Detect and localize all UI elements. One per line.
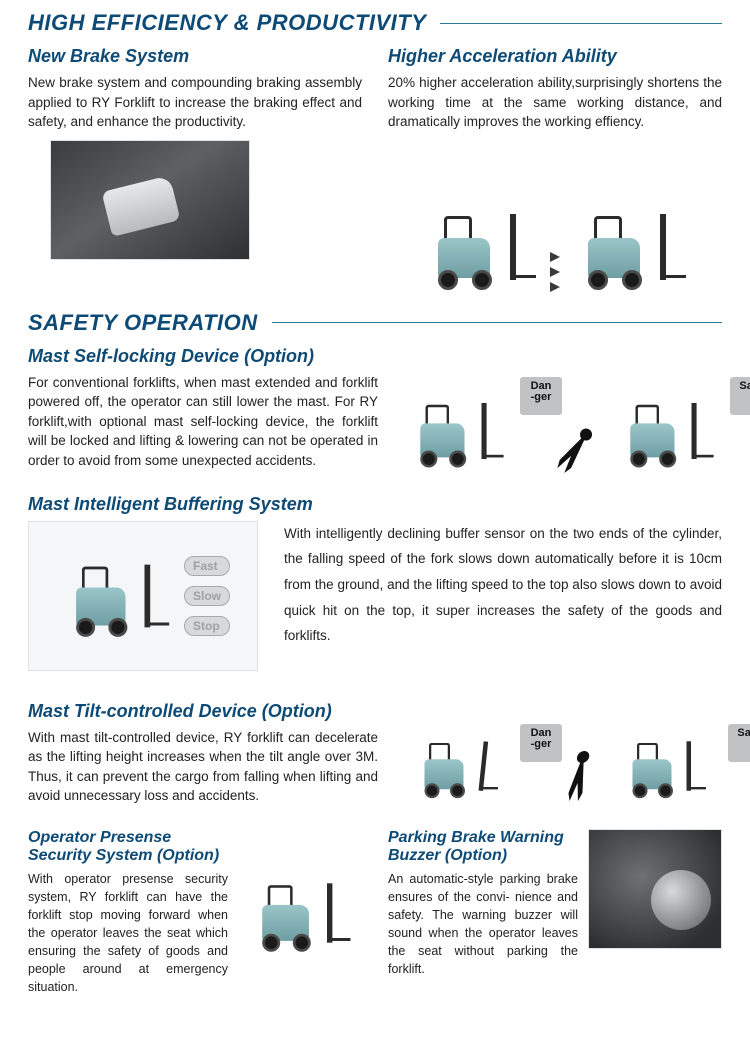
forklift-icon [420, 202, 540, 292]
buzzer-heading: Parking Brake Warning Buzzer (Option) [388, 829, 578, 865]
presence-block: Operator Presense Security System (Optio… [28, 829, 362, 997]
forklift-icon [619, 732, 709, 800]
tilt-text: With mast tilt-controlled device, RY for… [28, 728, 378, 806]
forklift-icon [246, 872, 354, 953]
tilt-block: Mast Tilt-controlled Device (Option) Wit… [28, 701, 722, 811]
person-falling-icon [545, 422, 599, 485]
danger-sign: Dan -ger [520, 724, 562, 762]
selflock-image: Dan -ger Safe [396, 346, 750, 476]
safe-sign: Safe [728, 724, 750, 762]
section2-rule [272, 322, 722, 323]
section1-rule [440, 23, 722, 24]
selflock-block: Mast Self-locking Device (Option) For co… [28, 346, 722, 476]
person-running-icon [560, 751, 597, 811]
danger-sign: Dan -ger [520, 377, 562, 415]
accel-image [388, 162, 722, 292]
presence-image [238, 829, 362, 997]
arrow-icon [550, 252, 560, 292]
section1-title: HIGH EFFICIENCY & PRODUCTIVITY [28, 10, 440, 36]
buffer-block: Mast Intelligent Buffering System Fast S… [28, 494, 722, 671]
buzzer-block: Parking Brake Warning Buzzer (Option) An… [388, 829, 722, 997]
tilt-heading: Mast Tilt-controlled Device (Option) [28, 701, 378, 722]
selflock-heading: Mast Self-locking Device (Option) [28, 346, 378, 367]
forklift-icon [411, 732, 501, 800]
tilt-image: Dan -ger Safe [396, 701, 750, 811]
forklift-icon [405, 392, 507, 469]
label-slow: Slow [184, 586, 230, 606]
presence-text: With operator presense security system, … [28, 870, 228, 997]
forklift-icon [59, 553, 173, 639]
label-stop: Stop [184, 616, 230, 636]
forklift-icon [570, 202, 690, 292]
accel-text: 20% higher acceleration ability,surprisi… [388, 73, 722, 132]
brake-heading: New Brake System [28, 46, 362, 67]
buzzer-image [588, 829, 722, 949]
brake-text: New brake system and compounding braking… [28, 73, 362, 132]
accel-heading: Higher Acceleration Ability [388, 46, 722, 67]
selflock-text: For conventional forklifts, when mast ex… [28, 373, 378, 471]
buffer-heading: Mast Intelligent Buffering System [28, 494, 722, 515]
presence-heading: Operator Presense Security System (Optio… [28, 829, 228, 865]
buffer-image: Fast Slow Stop [28, 521, 258, 671]
forklift-icon [615, 392, 717, 469]
buzzer-text: An automatic-style parking brake ensures… [388, 870, 578, 979]
buffer-text: With intelligently declining buffer sens… [284, 521, 722, 649]
section2-title: SAFETY OPERATION [28, 310, 272, 336]
safe-sign: Safe [730, 377, 750, 415]
label-fast: Fast [184, 556, 230, 576]
brake-image [50, 140, 250, 260]
